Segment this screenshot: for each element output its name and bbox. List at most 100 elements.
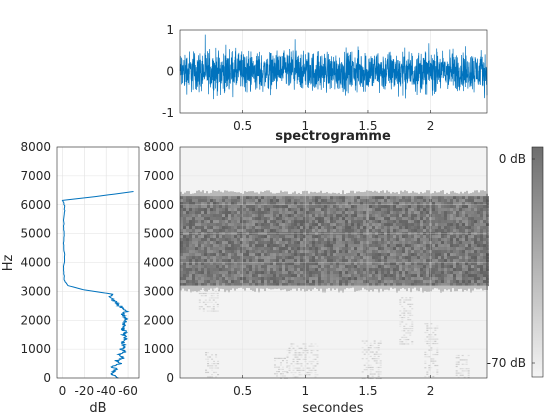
spectrogram-speech-cell (215, 367, 218, 369)
spectrogram-cell (273, 244, 276, 248)
spectrogram-cell (387, 247, 390, 251)
spectrogram-speech-cell (275, 357, 278, 359)
spectrogram-cell (231, 214, 234, 218)
spectrogram-cell (225, 220, 228, 224)
spectrogram-cell (315, 280, 318, 284)
spectrogram-cell (258, 229, 261, 233)
spectrogram-cell (279, 211, 282, 215)
spectrogram-band-edge (436, 192, 438, 197)
spectrogram-cell (282, 283, 285, 287)
spectrogram-speech-cell (373, 340, 376, 342)
spectrogram-speech-cell (202, 301, 205, 303)
spectrogram-cell (333, 256, 336, 260)
spectrogram-cell (303, 220, 306, 224)
spectrogram-cell (231, 226, 234, 230)
spectrogram-cell (198, 280, 201, 284)
spectrogram-cell (222, 196, 225, 200)
spectrogram-cell (360, 202, 363, 206)
spectrogram-cell (234, 283, 237, 287)
spectrogram-cell (264, 205, 267, 209)
spectrogram-cell (315, 259, 318, 263)
spectrogram-cell (267, 235, 270, 239)
spectrogram-cell (192, 280, 195, 284)
spectrogram-cell (288, 265, 291, 269)
spectrogram-cell (285, 214, 288, 218)
spectrogram-cell (339, 241, 342, 245)
spectrogram-cell (354, 250, 357, 254)
spectrogram-cell (459, 199, 462, 203)
spectrogram-cell (195, 250, 198, 254)
spectrogram-cell (450, 202, 453, 206)
spectrogram-band-edge (326, 192, 328, 197)
spectrogram-cell (468, 283, 471, 287)
spectrogram-cell (225, 274, 228, 278)
spectrogram-cell (207, 265, 210, 269)
spectrogram-cell (444, 211, 447, 215)
spectrogram-cell (237, 229, 240, 233)
spectrogram-speech-cell (306, 367, 309, 369)
spectrogram-cell (357, 199, 360, 203)
spectrogram-band-edge (300, 285, 302, 291)
spectrogram-cell (390, 211, 393, 215)
spectrogram-cell (468, 271, 471, 275)
spectrogram-cell (297, 250, 300, 254)
spectrogram-cell (222, 244, 225, 248)
spectrogram-cell (372, 241, 375, 245)
spectrogram-cell (180, 247, 183, 251)
spectrogram-cell (258, 250, 261, 254)
spectrogram-speech-cell (399, 301, 402, 303)
spectrogram-cell (408, 214, 411, 218)
spectrogram-cell (237, 277, 240, 281)
spectrogram-cell (486, 265, 489, 269)
spectrogram-cell (486, 199, 489, 203)
spectrogram-cell (345, 259, 348, 263)
spectrogram-cell (267, 268, 270, 272)
spectrogram-band-edge (396, 192, 398, 197)
spectrogram-cell (438, 229, 441, 233)
spectrogram-cell (237, 196, 240, 200)
spectrogram-speech-cell (379, 362, 382, 364)
spectrogram-cell (378, 226, 381, 230)
spectrogram-speech-cell (436, 349, 439, 351)
spectrogram-cell (345, 253, 348, 257)
spectrogram-cell (426, 247, 429, 251)
spectrogram-cell (360, 214, 363, 218)
spectrogram-band-edge (330, 193, 332, 197)
spectrogram-cell (303, 256, 306, 260)
spectrogram-speech-cell (279, 362, 282, 364)
spectrogram-cell (330, 277, 333, 281)
spectrogram-cell (189, 217, 192, 221)
spectrogram-speech-cell (426, 373, 429, 375)
spectrogram-cell (336, 247, 339, 251)
spectrogram-cell (432, 220, 435, 224)
spectrogram-cell (423, 259, 426, 263)
spectrogram-cell (216, 202, 219, 206)
spectrogram-cell (408, 259, 411, 263)
spectrogram-speech-cell (424, 375, 427, 378)
spectrogram-cell (291, 196, 294, 200)
spectrogram-cell (294, 253, 297, 257)
spectrogram-cell (228, 217, 231, 221)
spectrogram-cell (261, 223, 264, 227)
spectrogram-cell (201, 274, 204, 278)
waveform-tick-label-y: -1 (162, 106, 174, 120)
waveform-tick-label-x: 2 (427, 119, 435, 133)
spectrogram-speech-cell (200, 292, 203, 295)
spectrogram-cell (477, 211, 480, 215)
spectrogram-cell (201, 247, 204, 251)
spectrogram-cell (432, 262, 435, 266)
spectrogram-cell (411, 259, 414, 263)
spectrogram-cell (378, 196, 381, 200)
spectrogram-cell (447, 229, 450, 233)
spectrogram-band-edge (258, 193, 260, 197)
spectrogram-band-edge (442, 285, 444, 292)
spectrogram-cell (321, 196, 324, 200)
spectrogram-cell (264, 262, 267, 266)
spectrogram-speech-cell (377, 353, 380, 355)
spectrogram-cell (207, 205, 210, 209)
spectrogram-cell (258, 226, 261, 230)
spectrogram-cell (357, 274, 360, 278)
spectrogram-speech-cell (409, 312, 412, 314)
spectrogram-cell (396, 268, 399, 272)
spectrogram-cell (234, 271, 237, 275)
